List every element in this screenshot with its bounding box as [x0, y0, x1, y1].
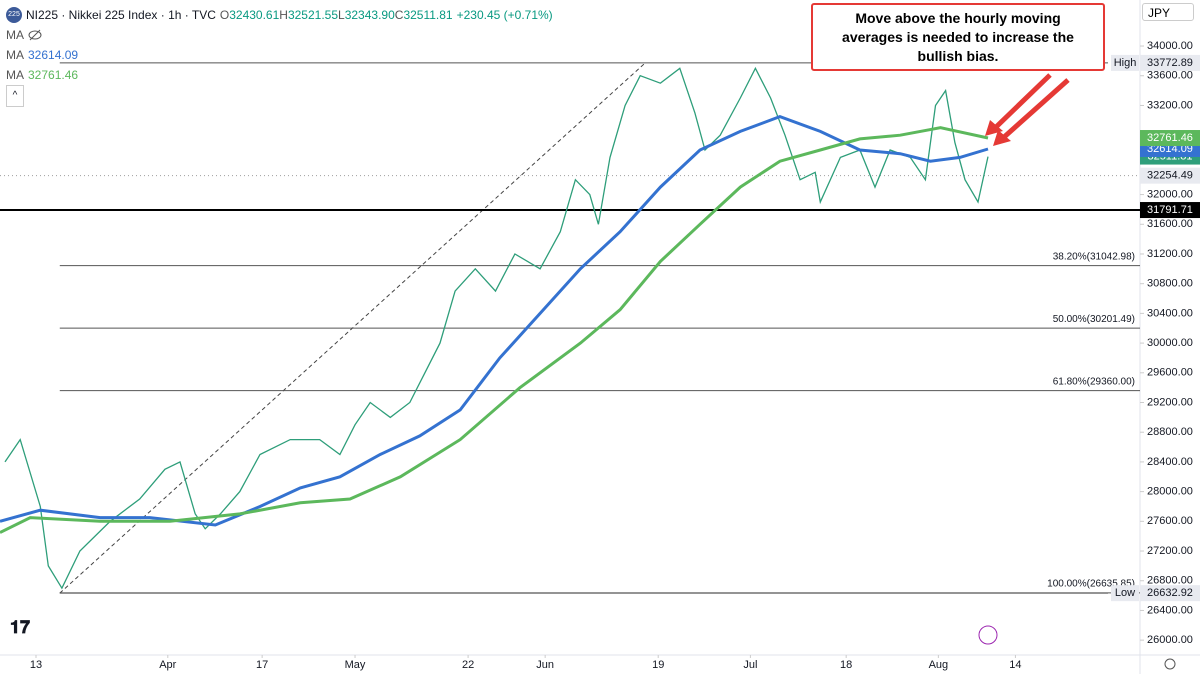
ohlc-label: H	[279, 8, 288, 22]
y-tick-label: 30800.00	[1147, 278, 1193, 290]
hidden-icon[interactable]	[28, 28, 42, 42]
price-tag-label: 31791.71	[1147, 204, 1193, 216]
level-tag-label: Low	[1115, 587, 1135, 599]
y-tick-label: 29200.00	[1147, 396, 1193, 408]
price-tag-label: 33772.89	[1147, 57, 1193, 69]
price-tag-label: 32761.46	[1147, 132, 1193, 144]
legend-entry: MA 32614.09	[6, 45, 553, 65]
arrows	[985, 73, 1070, 146]
y-tick-label: 28000.00	[1147, 486, 1193, 498]
annotation: Move above the hourly moving averages is…	[811, 3, 1105, 71]
level-label: 38.20%(31042.98)	[1053, 251, 1135, 262]
level-tag-label: High	[1114, 57, 1137, 69]
y-tick-label: 33600.00	[1147, 70, 1193, 82]
level-tag	[1111, 585, 1139, 602]
legend-entry: MA 32761.46	[6, 65, 553, 85]
legend-value: 32761.46	[28, 68, 79, 82]
level-label: 100.00%(26635.85)	[1047, 579, 1135, 590]
y-tick-label: 30400.00	[1147, 307, 1193, 319]
y-tick-label: 31600.00	[1147, 218, 1193, 230]
collapse[interactable]: ^	[6, 85, 553, 107]
change: +230.45 (+0.71%)	[456, 8, 553, 22]
y-tick-label: 33200.00	[1147, 99, 1193, 111]
ohlc-value: 32343.90	[344, 8, 395, 22]
x-tick-label: 22	[462, 659, 474, 671]
y-tick-label: 27600.00	[1147, 515, 1193, 527]
indicator-name: MA	[6, 28, 24, 42]
price-tag-label: 32254.49	[1147, 170, 1193, 182]
price-tag	[1140, 167, 1200, 184]
symbol: NI225 · Nikkei 225 Index · 1h · TVC	[26, 8, 216, 22]
y-tick-label: 26000.00	[1147, 634, 1193, 646]
ohlc-value: 32430.61	[229, 8, 280, 22]
x-tick-label: Aug	[929, 659, 949, 671]
ohlc-value: 32521.55	[287, 8, 339, 22]
currency[interactable]: JPY	[1142, 3, 1194, 21]
x-tick-label: 14	[1009, 659, 1021, 671]
ohlc: O32430.61H32521.55L32343.90C32511.81	[220, 5, 453, 25]
y-tick-label: 32000.00	[1147, 188, 1193, 200]
x-tick-label: 19	[652, 659, 664, 671]
price-line	[4, 66, 989, 590]
y-tick-label: 28400.00	[1147, 456, 1193, 468]
x-tick-label: Jul	[743, 659, 757, 671]
moving-average	[0, 115, 989, 527]
x-tick-label: 17	[256, 659, 268, 671]
moving-average	[0, 126, 989, 534]
price-tag	[1140, 130, 1200, 147]
plot: 26000.00 26400.00 26800.00 27200.00 27600.00…	[0, 40, 1200, 671]
price-tag	[1140, 585, 1200, 602]
x-tick-label: 13	[30, 659, 42, 671]
legend-value: 32614.09	[28, 48, 79, 62]
logo: 𝟏𝟕	[10, 617, 30, 637]
x-tick-label: 18	[840, 659, 852, 671]
legend-name: MA	[6, 48, 24, 62]
ohlc-label: O	[219, 8, 230, 22]
y-tick-label: 27200.00	[1147, 545, 1193, 557]
ohlc-label: L	[338, 8, 345, 22]
y-tick-label: 29600.00	[1147, 367, 1193, 379]
y-tick-label: 28800.00	[1147, 426, 1193, 438]
settings-icon[interactable]	[1164, 658, 1176, 670]
legend: 225 NI225 · Nikkei 225 Index · 1h · TVC O3…	[6, 5, 553, 107]
x-tick-label: May	[345, 659, 366, 671]
y-tick-label: 31200.00	[1147, 248, 1193, 260]
legend-name: MA	[6, 68, 24, 82]
ohlc-label: C	[394, 8, 404, 22]
price-tag-label: 26632.92	[1147, 587, 1193, 599]
y-tick-label: 26400.00	[1147, 604, 1193, 616]
x-tick-label: Apr	[159, 659, 176, 671]
price-tag	[1140, 202, 1200, 219]
level-label: 50.00%(30201.49)	[1053, 314, 1135, 325]
icon	[978, 625, 998, 645]
y-tick-label: 26800.00	[1147, 575, 1193, 587]
level-label: 61.80%(29360.00)	[1053, 376, 1135, 387]
x-tick-label: Jun	[536, 659, 554, 671]
ohlc-value: 32511.81	[403, 8, 453, 22]
price-tag	[1140, 54, 1200, 71]
y-tick-label: 34000.00	[1147, 40, 1193, 52]
level-tag	[1111, 54, 1139, 71]
y-tick-label: 30000.00	[1147, 337, 1193, 349]
symbol-icon: 225	[6, 7, 22, 23]
